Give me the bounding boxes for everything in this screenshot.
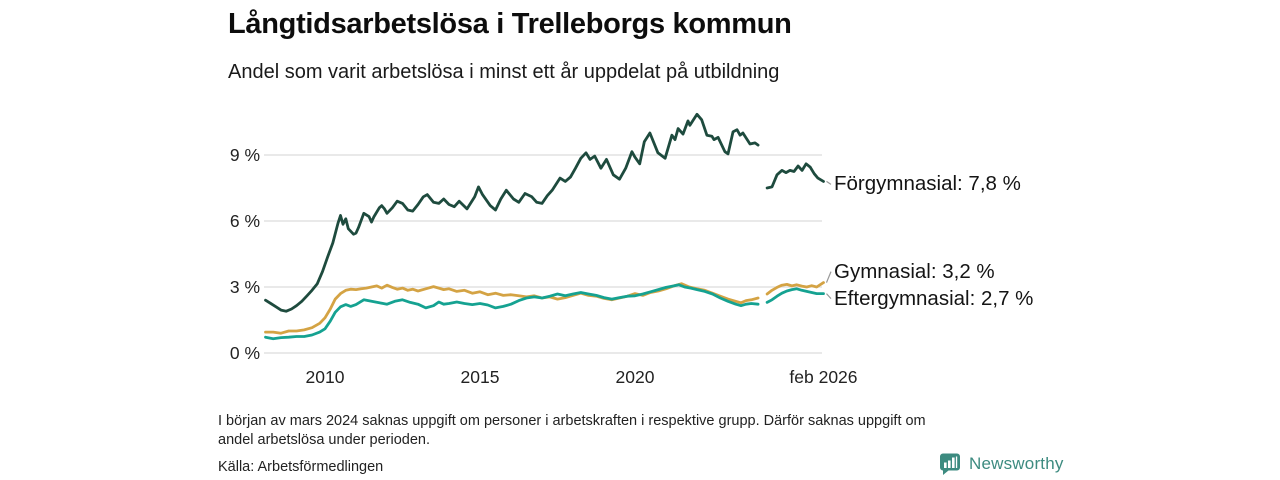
y-axis-tick-0: 0 % [229, 343, 260, 363]
legend-leader-eftergymnasial [826, 293, 832, 300]
series-end-label-förgymnasial: Förgymnasial: 7,8 % [834, 172, 1021, 196]
footnote-line-1: I början av mars 2024 saknas uppgift om … [218, 413, 926, 429]
series-line-förgymnasial-seg2 [765, 162, 825, 190]
newsworthy-logo-icon [940, 453, 960, 475]
x-axis-tick-feb-2026: feb 2026 [789, 367, 858, 387]
x-axis-tick-2015: 2015 [460, 367, 500, 387]
source-label: Källa: Arbetsförmedlingen [218, 459, 384, 475]
newsworthy-wordmark: Newsworthy [969, 454, 1064, 473]
series-line-förgymnasial-seg1 [264, 112, 760, 313]
series-line-gymnasial-seg2 [765, 281, 825, 296]
page-title: Långtidsarbetslösa i Trelleborgs kommun [228, 8, 792, 40]
y-axis-tick-6: 6 % [229, 211, 260, 231]
y-axis-tick-3: 3 % [229, 277, 260, 297]
series-line-eftergymnasial-seg2 [765, 287, 825, 304]
newsworthy-branding: Newsworthy [938, 452, 1064, 476]
chart-footnote: I början av mars 2024 saknas uppgift om … [218, 412, 926, 449]
x-axis-tick-2020: 2020 [615, 367, 655, 387]
series-line-eftergymnasial-seg1 [264, 283, 760, 341]
legend-leader-gymnasial [825, 271, 832, 283]
footnote-line-2: andel arbetslösa under perioden. [218, 431, 431, 448]
series-end-label-eftergymnasial: Eftergymnasial: 2,7 % [834, 286, 1034, 310]
series-end-label-gymnasial: Gymnasial: 3,2 % [834, 259, 995, 283]
chart-subtitle: Andel som varit arbetslösa i minst ett å… [228, 61, 780, 83]
x-axis-tick-2010: 2010 [305, 367, 345, 387]
y-axis-tick-9: 9 % [229, 145, 260, 165]
legend-leader-förgymnasial [826, 180, 832, 185]
